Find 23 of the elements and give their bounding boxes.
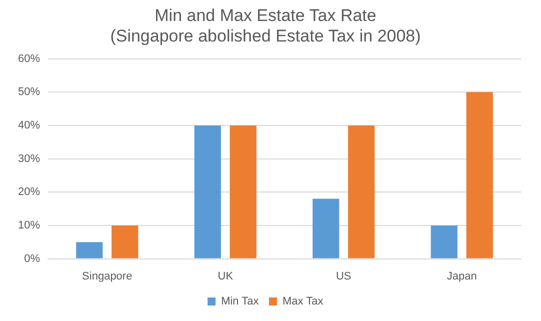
bar bbox=[194, 125, 221, 258]
y-tick-label: 60% bbox=[18, 52, 40, 65]
bar bbox=[112, 225, 138, 258]
x-tick-label: Japan bbox=[446, 270, 477, 282]
bar bbox=[430, 225, 458, 258]
x-tick-label: Singapore bbox=[82, 270, 132, 282]
legend-label: Max Tax bbox=[282, 296, 324, 308]
bar bbox=[348, 125, 375, 258]
text: (Singapore abolished Estate Tax in 2008) bbox=[110, 26, 421, 46]
bar bbox=[466, 92, 493, 258]
bar bbox=[312, 198, 340, 258]
y-tick-label: 50% bbox=[18, 86, 40, 98]
y-tick-label: 20% bbox=[18, 186, 40, 198]
bar bbox=[230, 125, 256, 258]
y-tick-label: 30% bbox=[18, 152, 40, 165]
y-tick-label: 0% bbox=[24, 252, 40, 265]
legend-label: Min Tax bbox=[221, 296, 260, 308]
text: Min and Max Estate Tax Rate bbox=[154, 6, 376, 25]
x-tick-label: US bbox=[336, 270, 352, 282]
x-tick-label: UK bbox=[218, 270, 234, 282]
y-tick-label: 10% bbox=[18, 220, 40, 232]
bar bbox=[76, 242, 103, 258]
y-tick-label: 40% bbox=[18, 120, 40, 132]
